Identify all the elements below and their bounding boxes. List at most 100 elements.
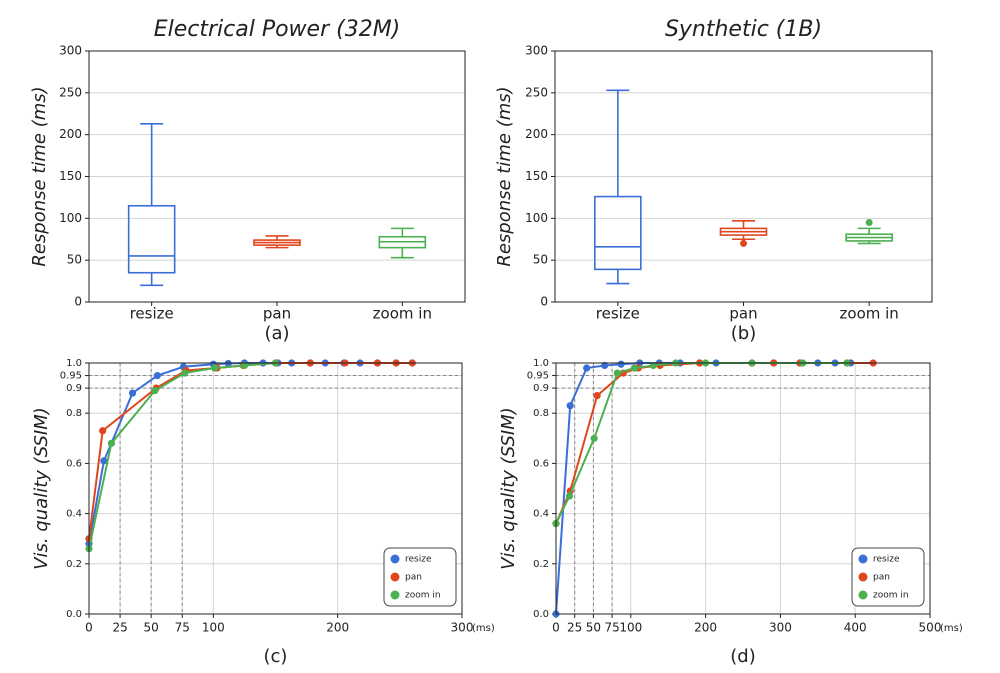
legend-marker	[858, 590, 868, 600]
x-tick-label: 500	[919, 621, 942, 635]
legend-box	[383, 547, 457, 607]
legend-marker	[858, 572, 868, 582]
outlier	[865, 219, 873, 227]
y-tick-label: 0.9	[66, 383, 82, 394]
x-tick-label: 300	[769, 621, 792, 635]
x-tick-label: 200	[694, 621, 717, 635]
y-tick-label: 100	[525, 211, 548, 225]
y-tick-label: 0	[74, 295, 82, 309]
legend-box	[851, 547, 925, 607]
y-axis-label: Response time (ms)	[29, 86, 50, 266]
x-tick-label: 300	[451, 621, 474, 635]
legend-label: pan	[873, 573, 890, 583]
y-tick-label: 100	[59, 211, 82, 225]
data-point	[583, 364, 591, 372]
data-point	[617, 360, 625, 368]
data-point	[649, 361, 657, 370]
y-tick-label: 0.9	[533, 383, 549, 394]
data-point	[224, 359, 232, 368]
plot-frame	[88, 362, 463, 615]
y-tick-label: 0.8	[66, 408, 82, 419]
legend-label: zoom in	[873, 591, 909, 601]
data-point	[240, 361, 249, 370]
x-tick-label: pan	[263, 305, 291, 323]
y-tick-label: 200	[59, 127, 82, 141]
series-line	[555, 362, 851, 615]
box	[594, 195, 642, 271]
data-point	[565, 492, 574, 500]
legend-label: zoom in	[405, 591, 441, 601]
data-point	[566, 402, 574, 410]
series-line	[555, 362, 874, 525]
data-point	[99, 427, 107, 435]
y-axis-label: Response time (ms)	[494, 86, 515, 266]
y-tick-label: 1.0	[533, 358, 549, 369]
series-line	[555, 362, 847, 525]
x-tick-label: 0	[85, 621, 93, 635]
y-tick-label: 0.95	[60, 371, 82, 382]
data-point	[181, 369, 189, 377]
x-tick-label: zoom in	[373, 305, 432, 323]
y-tick-label: 0.0	[66, 609, 82, 620]
y-tick-label: 0.6	[66, 458, 82, 469]
x-tick-label: 50	[586, 621, 601, 635]
caption: (d)	[730, 646, 755, 667]
y-tick-label: 0.2	[533, 559, 549, 570]
x-unit: (ms)	[472, 623, 495, 634]
legend-marker	[858, 554, 868, 564]
y-tick-label: 0.8	[533, 408, 549, 419]
y-axis-label: Vis. quality (SSIM)	[498, 407, 519, 570]
y-tick-label: 150	[525, 169, 548, 183]
chart-title: Synthetic (1B)	[665, 17, 822, 42]
data-point	[601, 361, 609, 370]
y-tick-label: 50	[533, 253, 548, 267]
x-tick-label: 200	[326, 621, 349, 635]
y-tick-label: 300	[525, 44, 548, 58]
outlier	[740, 239, 747, 247]
data-point	[613, 369, 621, 377]
data-point	[593, 392, 601, 400]
y-tick-label: 250	[59, 85, 82, 99]
data-point	[107, 439, 115, 447]
x-tick-label: pan	[729, 305, 757, 323]
data-point	[590, 434, 598, 442]
x-tick-label: resize	[130, 305, 174, 323]
legend-label: pan	[405, 573, 422, 583]
y-tick-label: 200	[525, 127, 548, 141]
legend-marker	[390, 590, 400, 600]
x-tick-label: 50	[144, 621, 159, 635]
data-point	[151, 387, 159, 395]
x-unit: (ms)	[940, 623, 963, 634]
y-tick-label: 0.95	[527, 371, 549, 382]
x-tick-label: 25	[567, 621, 582, 635]
x-tick-label: 400	[844, 621, 867, 635]
x-tick-label: resize	[596, 305, 640, 323]
y-tick-label: 0.0	[533, 609, 549, 620]
legend-label: resize	[405, 555, 432, 565]
data-point	[128, 389, 137, 397]
y-tick-label: 0.4	[533, 509, 549, 520]
plot-frame	[554, 50, 933, 303]
caption: (b)	[731, 323, 756, 344]
x-tick-label: 25	[112, 621, 127, 635]
data-point	[153, 371, 161, 380]
y-tick-label: 0	[540, 295, 548, 309]
x-tick-label: 100	[202, 621, 225, 635]
plot-frame	[88, 50, 466, 303]
y-tick-label: 50	[67, 253, 82, 267]
legend-label: resize	[873, 555, 900, 565]
series-line	[88, 362, 413, 544]
legend-marker	[390, 572, 400, 582]
data-point	[100, 457, 108, 465]
data-point	[210, 364, 219, 372]
data-point	[630, 364, 639, 372]
y-tick-label: 0.4	[66, 509, 82, 520]
y-axis-label: Vis. quality (SSIM)	[31, 407, 52, 570]
caption: (a)	[264, 323, 289, 344]
x-tick-label: 0	[552, 621, 560, 635]
plot-frame	[555, 362, 931, 615]
y-tick-label: 150	[59, 169, 82, 183]
y-tick-label: 1.0	[66, 358, 82, 369]
caption: (c)	[264, 646, 288, 667]
